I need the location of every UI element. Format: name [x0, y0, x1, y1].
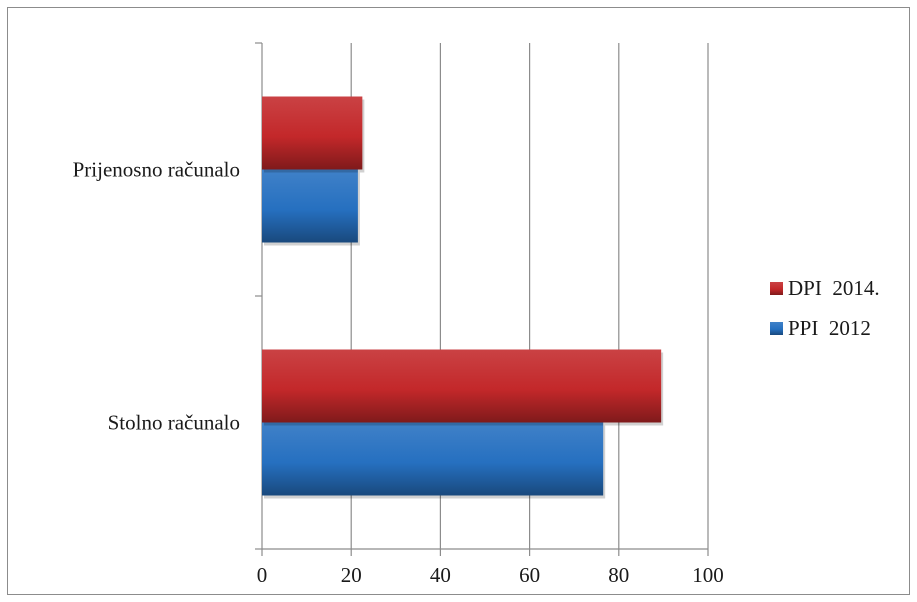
x-tick-label: 100: [692, 563, 724, 587]
x-tick-label: 80: [608, 563, 629, 587]
chart-frame: [7, 7, 910, 595]
bar-dpi-2014-prijenosno: [262, 96, 363, 170]
x-tick-label: 20: [341, 563, 362, 587]
legend-swatch: [770, 282, 783, 295]
legend-label: DPI 2014.: [788, 276, 880, 300]
x-tick-label: 40: [430, 563, 451, 587]
x-tick-label: 60: [519, 563, 540, 587]
x-tick-label: 0: [257, 563, 268, 587]
category-label: Stolno računalo: [108, 411, 240, 435]
legend-label: PPI 2012: [788, 316, 871, 340]
bar-dpi-2014-stolno: [262, 349, 662, 423]
legend-swatch: [770, 322, 783, 335]
category-label: Prijenosno računalo: [73, 158, 240, 182]
bar-ppi-2012-prijenosno: [262, 169, 358, 243]
bar-ppi-2012-stolno: [262, 422, 604, 496]
